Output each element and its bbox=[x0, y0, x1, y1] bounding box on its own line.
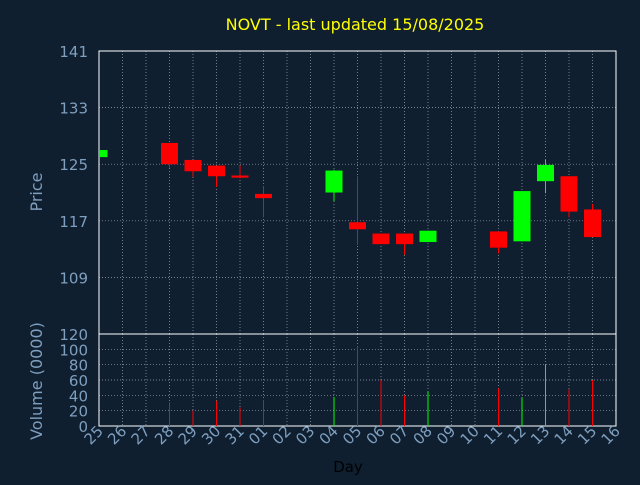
candle-body-29 bbox=[184, 159, 202, 172]
candle-body-12 bbox=[513, 191, 531, 242]
candle-body-31 bbox=[231, 175, 249, 178]
price-tick-label: 141 bbox=[59, 43, 88, 61]
volume-tick-label: 20 bbox=[69, 403, 88, 421]
volume-axis-label: Volume (0000) bbox=[27, 322, 46, 440]
price-panel: 141 133 125 117 109 bbox=[59, 43, 617, 335]
price-tick-label: 109 bbox=[59, 269, 88, 287]
candle-body-07 bbox=[396, 233, 413, 245]
price-axis-label: Price bbox=[27, 172, 46, 211]
candle-body-05 bbox=[349, 222, 366, 230]
candle-body-30 bbox=[208, 165, 225, 177]
candles bbox=[99, 142, 601, 255]
price-tick-label: 133 bbox=[59, 100, 88, 118]
day-axis-label: Day bbox=[333, 458, 363, 476]
volume-tick-label: 0 bbox=[78, 418, 88, 436]
candle-body-08 bbox=[419, 230, 437, 243]
price-tick-label: 125 bbox=[59, 156, 88, 174]
candle-body-04 bbox=[325, 170, 343, 193]
x-axis-tick-labels: 2526272829303101020304050607080910111213… bbox=[81, 422, 624, 448]
volume-bars bbox=[169, 346, 593, 426]
volume-tick-label: 40 bbox=[69, 387, 88, 405]
candle-body-01 bbox=[255, 193, 272, 199]
volume-tick-label: 100 bbox=[59, 341, 88, 359]
volume-tick-label: 120 bbox=[59, 326, 88, 344]
price-tick-label: 117 bbox=[59, 213, 88, 231]
candle-body-14 bbox=[560, 176, 578, 212]
candle-body-06 bbox=[372, 233, 390, 245]
candle-body-13 bbox=[537, 164, 554, 182]
candle-body-11 bbox=[490, 231, 507, 248]
chart-title: NOVT - last updated 15/08/2025 bbox=[226, 15, 485, 34]
candle-body-15 bbox=[584, 209, 601, 238]
volume-tick-label: 60 bbox=[69, 372, 88, 390]
candle-body-28 bbox=[161, 142, 178, 165]
candle-body-25 bbox=[99, 150, 108, 158]
volume-tick-label: 80 bbox=[69, 357, 88, 375]
